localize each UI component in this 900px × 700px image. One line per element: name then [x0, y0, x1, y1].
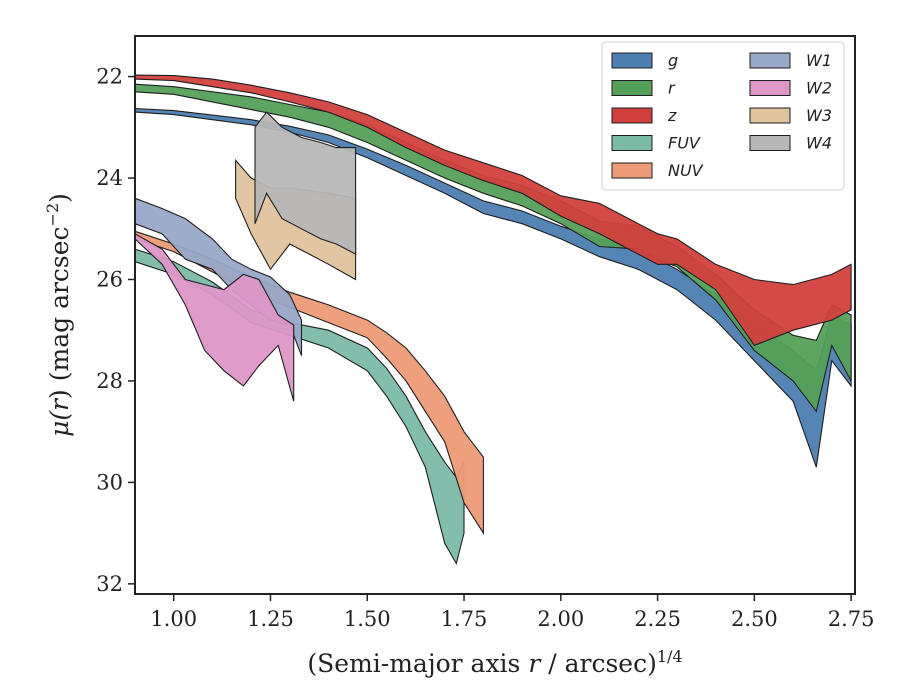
legend-swatch-r — [611, 80, 653, 96]
x-tick-label: 2.00 — [537, 607, 584, 631]
x-tick-label: 1.00 — [150, 607, 197, 631]
legend-swatch-fuv — [611, 135, 653, 151]
x-tick-label: 1.50 — [344, 607, 391, 631]
legend-label-fuv: FUV — [668, 134, 701, 153]
plot-frame — [134, 35, 856, 595]
band-w4 — [254, 111, 357, 256]
legend-box — [601, 41, 845, 191]
legend-label-z: z — [667, 106, 677, 125]
band-w2 — [134, 232, 295, 402]
x-tick-label: 1.25 — [247, 607, 294, 631]
band-z — [134, 74, 852, 347]
y-tick-label: 32 — [96, 572, 123, 596]
legend-swatch-w3 — [749, 107, 791, 124]
x-tick-label: 1.75 — [441, 607, 488, 631]
legend-swatch-w4 — [749, 135, 791, 151]
legend-swatch-nuv — [611, 162, 653, 179]
legend-swatch-w2 — [749, 80, 791, 96]
legend-label-w3: W3 — [806, 106, 832, 125]
legend-label-w1: W1 — [806, 51, 832, 70]
legend-label-r: r — [668, 79, 676, 98]
y-axis-ticks: 22 24 26 28 30 32 — [96, 65, 135, 596]
band-w1 — [134, 197, 303, 356]
legend-swatch-z — [611, 107, 653, 124]
y-tick-label: 22 — [96, 65, 123, 89]
legend: grz FUV NUV W1 W2 W3 W4 — [601, 41, 845, 191]
y-tick-label: 28 — [96, 369, 123, 393]
y-tick-label: 30 — [96, 470, 123, 494]
x-tick-label: 2.50 — [731, 607, 778, 631]
legend-label-nuv: NUV — [668, 161, 704, 180]
x-axis-label: (Semi-major axis r / arcsec)1/4 — [307, 647, 682, 678]
y-tick-label: 26 — [96, 267, 123, 291]
band-layer — [134, 74, 852, 566]
legend-swatch-g — [611, 52, 653, 69]
legend-label-w2: W2 — [806, 79, 832, 98]
legend-label-w4: W4 — [806, 134, 832, 153]
band-g — [134, 107, 852, 468]
x-tick-label: 2.25 — [634, 607, 681, 631]
legend-label-g: g — [668, 51, 678, 70]
y-axis-label: μ(r) (mag arcsec−2) — [43, 193, 74, 437]
x-tick-label: 2.75 — [828, 607, 875, 631]
legend-swatch-w1 — [749, 52, 791, 69]
x-axis-ticks: 1.00 1.25 1.50 1.75 2.00 2.25 2.50 2.75 — [150, 594, 875, 631]
y-tick-label: 24 — [96, 166, 123, 190]
